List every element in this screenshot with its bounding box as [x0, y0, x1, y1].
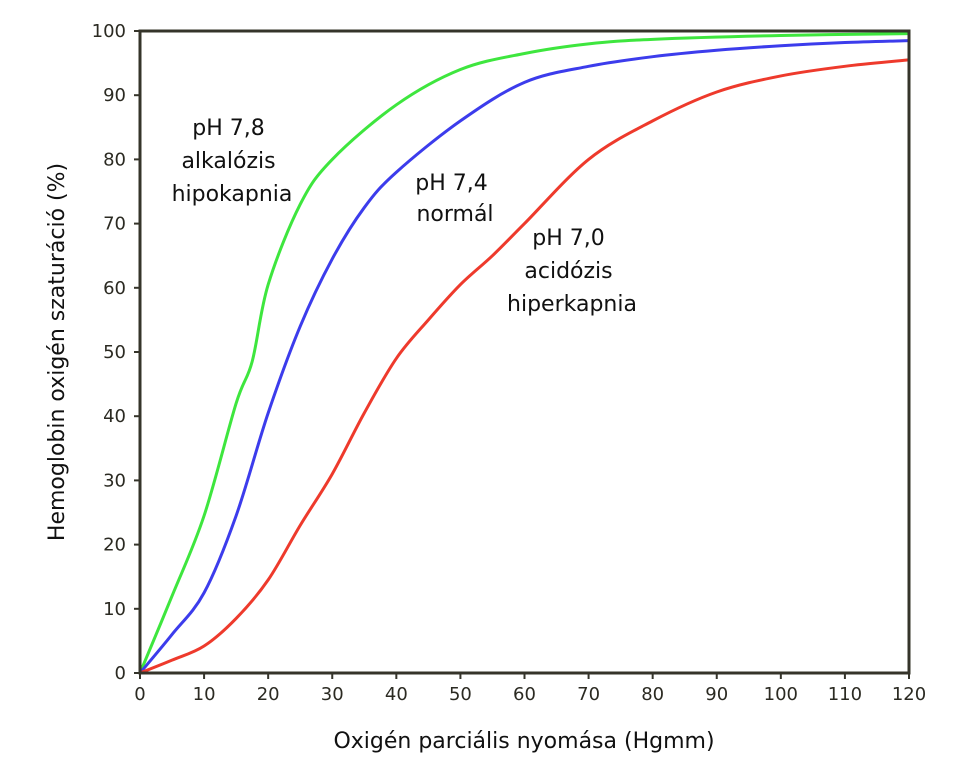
y-tick-label: 100: [92, 21, 126, 42]
annotation-ph78: pH 7,8 alkalózis hipokapnia: [172, 116, 293, 207]
y-tick-label: 60: [103, 278, 126, 299]
x-tick-label: 110: [828, 684, 862, 705]
y-tick-label: 90: [103, 85, 126, 106]
x-tick-label: 10: [193, 684, 216, 705]
y-tick-label: 0: [115, 663, 126, 684]
x-tick-label: 30: [321, 684, 344, 705]
annotation-ph74: pH 7,4 normál: [415, 171, 495, 227]
x-axis-label: Oxigén parciális nyomása (Hgmm): [333, 729, 714, 754]
x-tick-label: 50: [449, 684, 472, 705]
series-line-2: [139, 58, 910, 675]
x-tick-label: 100: [764, 684, 798, 705]
x-tick-label: 80: [641, 684, 664, 705]
y-tick-label: 50: [103, 342, 126, 363]
x-tick-label: 40: [385, 684, 408, 705]
x-tick-label: 20: [257, 684, 280, 705]
y-tick-label: 20: [103, 535, 126, 556]
x-tick-label: 70: [577, 684, 600, 705]
y-tick-label: 70: [103, 214, 126, 235]
y-axis-label: Hemoglobin oxigén szaturáció (%): [45, 163, 70, 541]
y-tick-label: 80: [103, 149, 126, 170]
series-line-1: [138, 39, 910, 674]
y-tick-label: 40: [103, 406, 126, 427]
x-tick-label: 120: [892, 684, 926, 705]
x-tick-label: 90: [705, 684, 728, 705]
x-tick-label: 60: [513, 684, 536, 705]
annotation-ph70: pH 7,0 acidózis hiperkapnia: [507, 226, 637, 317]
y-tick-label: 30: [103, 470, 126, 491]
x-tick-label: 0: [134, 684, 145, 705]
y-tick-label: 10: [103, 599, 126, 620]
series-line-0: [138, 32, 910, 674]
